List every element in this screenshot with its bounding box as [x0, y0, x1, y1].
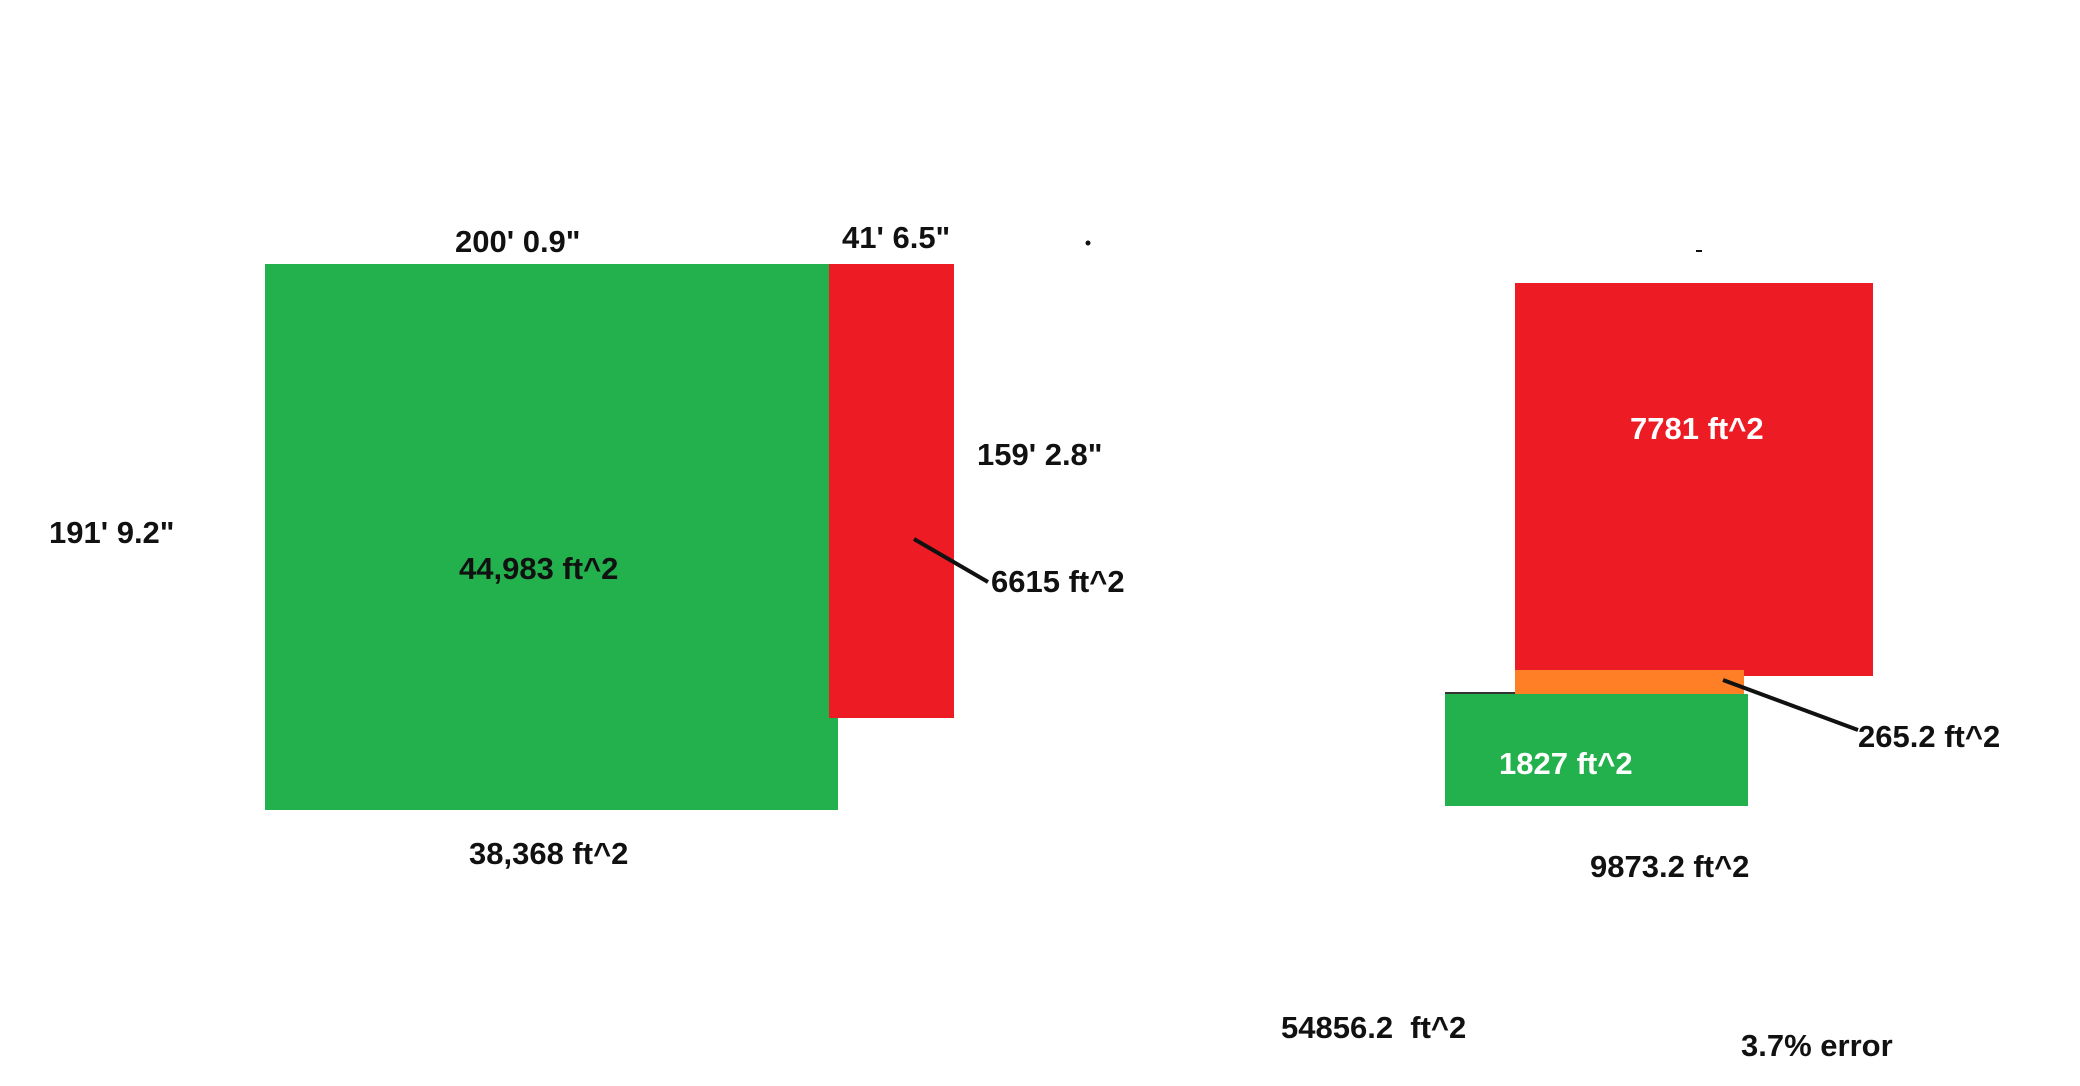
right-green-rectangle	[1445, 694, 1748, 806]
orange-area-label: 265.2 ft^2	[1858, 719, 2001, 754]
right-green-area-label: 1827 ft^2	[1499, 746, 1633, 781]
top-width-label: 200' 0.9"	[455, 224, 581, 259]
red-area-label: 6615 ft^2	[991, 564, 1125, 599]
total-area-label: 54856.2 ft^2	[1281, 1010, 1467, 1045]
red-height-label: 159' 2.8"	[977, 437, 1103, 472]
right-total-label: 9873.2 ft^2	[1590, 849, 1750, 884]
right-orange-strip	[1515, 670, 1744, 696]
bottom-area-label: 38,368 ft^2	[469, 836, 629, 871]
stray-dot	[1085, 240, 1091, 246]
error-label: 3.7% error	[1741, 1028, 1893, 1063]
orange-area-leader-line	[1722, 678, 1859, 732]
red-area-leader-line	[912, 537, 990, 584]
red-width-label: 41' 6.5"	[842, 220, 951, 255]
right-red-rectangle	[1515, 283, 1873, 676]
left-height-label: 191' 9.2"	[49, 515, 175, 550]
left-green-rectangle	[265, 264, 838, 810]
green-area-label: 44,983 ft^2	[459, 551, 619, 586]
right-red-area-label: 7781 ft^2	[1630, 411, 1764, 446]
left-red-rectangle	[829, 264, 954, 718]
